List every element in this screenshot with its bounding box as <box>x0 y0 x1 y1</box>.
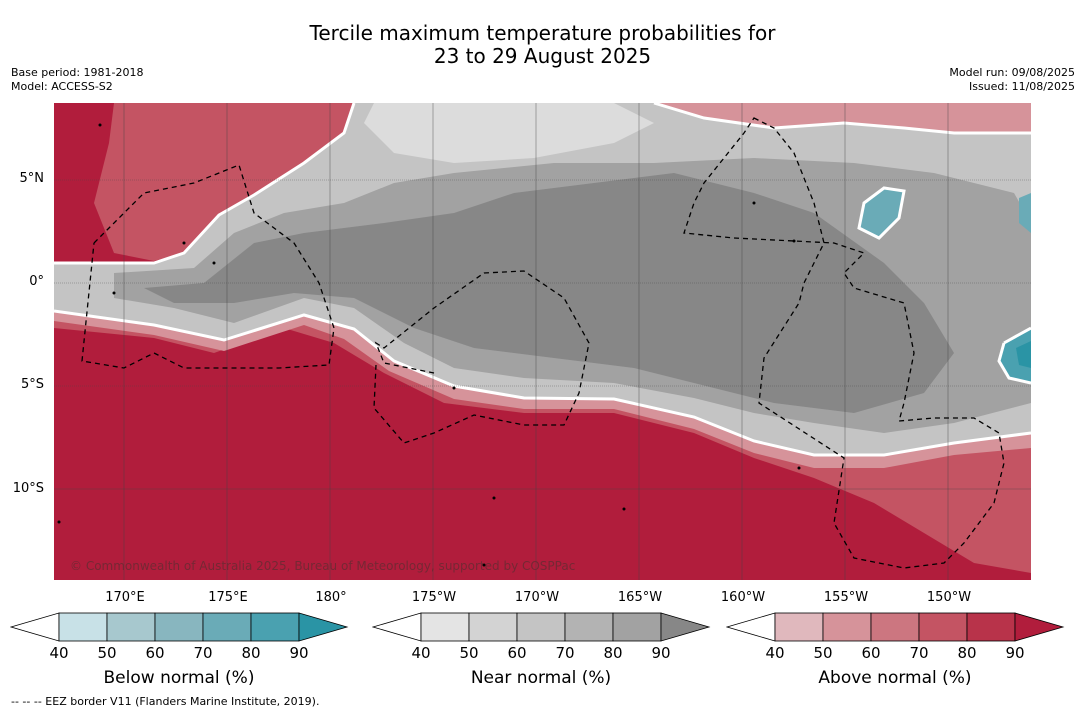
lon-label-175e: 175°E <box>208 590 248 605</box>
title-line-2: 23 to 29 August 2025 <box>433 44 652 68</box>
cbar-below-seg-1 <box>58 612 108 642</box>
lon-label-165w: 165°W <box>617 590 663 605</box>
cbar-above-tick: 60 <box>861 644 881 662</box>
region-near-dark <box>144 173 954 413</box>
region-above-north-east <box>654 103 1031 133</box>
region-above-north-west-light <box>94 103 354 261</box>
meta-right: Model run: 09/08/2025 Issued: 11/08/2025 <box>949 66 1075 94</box>
region-below-east-edge <box>1019 193 1031 233</box>
region-above-light-south <box>54 311 1031 468</box>
cbar-near-seg-1 <box>420 612 470 642</box>
issued-date: Issued: 11/08/2025 <box>968 80 1075 93</box>
cbar-near-tick: 70 <box>555 644 575 662</box>
copyright-notice: © Commonwealth of Australia 2025, Bureau… <box>70 559 576 573</box>
cbar-below-seg-0 <box>10 612 60 642</box>
cbar-near-seg-5 <box>612 612 662 642</box>
cbar-below-tick: 60 <box>145 644 165 662</box>
colorbar-near-normal <box>372 612 711 642</box>
cbar-above-seg-4 <box>918 612 968 642</box>
cbar-below-seg-4 <box>202 612 252 642</box>
graticule <box>54 103 1031 580</box>
region-below-east-north <box>859 188 904 238</box>
model-run: Model run: 09/08/2025 <box>949 66 1075 79</box>
lat-label-5s: 5°S <box>20 377 44 392</box>
islands <box>57 123 801 567</box>
lon-label-170e: 170°E <box>105 590 145 605</box>
cbar-below-tick: 70 <box>193 644 213 662</box>
meta-left: Base period: 1981-2018 Model: ACCESS-S2 <box>11 66 143 94</box>
lon-label-170w: 170°W <box>514 590 560 605</box>
cbar-above-tick: 70 <box>909 644 929 662</box>
lon-label-150w: 150°W <box>926 590 972 605</box>
lat-label-0: 0° <box>29 274 44 289</box>
lon-label-155w: 155°W <box>823 590 869 605</box>
cbar-near-seg-6 <box>660 612 711 642</box>
cbar-above-tick: 90 <box>1005 644 1025 662</box>
cbar-below-tick: 90 <box>289 644 309 662</box>
cbar-below-seg-2 <box>106 612 156 642</box>
region-below-east-south-core <box>1016 341 1031 368</box>
title-line-1: Tercile maximum temperature probabilitie… <box>309 21 776 45</box>
colorbar-above-normal <box>726 612 1065 642</box>
cbar-above-seg-3 <box>870 612 920 642</box>
cbar-above-tick: 50 <box>813 644 833 662</box>
colorbar-near-title: Near normal (%) <box>470 668 612 688</box>
eez-footnote: -- -- -- EEZ border V11 (Flanders Marine… <box>11 695 320 708</box>
region-near-pale <box>364 103 654 163</box>
map-panel <box>54 103 1031 580</box>
lat-label-10s: 10°S <box>12 481 44 496</box>
colorbar-above-title: Above normal (%) <box>818 668 972 688</box>
cbar-above-seg-0 <box>726 612 776 642</box>
cbar-below-tick: 40 <box>49 644 69 662</box>
cbar-near-seg-3 <box>516 612 566 642</box>
cbar-near-tick: 50 <box>459 644 479 662</box>
cbar-near-seg-0 <box>372 612 422 642</box>
lon-label-180: 180° <box>315 590 347 605</box>
cbar-below-tick: 50 <box>97 644 117 662</box>
cbar-above-seg-6 <box>1014 612 1065 642</box>
cbar-above-seg-2 <box>822 612 872 642</box>
colorbar-below-normal <box>10 612 349 642</box>
lon-label-175w: 175°W <box>411 590 457 605</box>
base-period: Base period: 1981-2018 <box>11 66 144 79</box>
cbar-below-seg-3 <box>154 612 204 642</box>
cbar-near-tick: 80 <box>603 644 623 662</box>
cbar-below-tick: 80 <box>241 644 261 662</box>
cbar-above-seg-1 <box>774 612 824 642</box>
cbar-near-tick: 40 <box>411 644 431 662</box>
cbar-below-seg-6 <box>298 612 349 642</box>
map-svg <box>54 103 1031 580</box>
tercile-contours <box>54 103 1031 457</box>
cbar-near-seg-4 <box>564 612 614 642</box>
cbar-above-tick: 40 <box>765 644 785 662</box>
cbar-below-seg-5 <box>250 612 300 642</box>
cbar-near-tick: 60 <box>507 644 527 662</box>
cbar-near-seg-2 <box>468 612 518 642</box>
cbar-above-seg-5 <box>966 612 1016 642</box>
model-name: Model: ACCESS-S2 <box>11 80 113 93</box>
lat-label-5n: 5°N <box>19 171 45 186</box>
lon-label-160w: 160°W <box>720 590 766 605</box>
eez-borders <box>81 117 1005 569</box>
chart-title: Tercile maximum temperature probabilitie… <box>0 22 1085 68</box>
colorbar-below-title: Below normal (%) <box>103 668 255 688</box>
cbar-near-tick: 90 <box>651 644 671 662</box>
cbar-above-tick: 80 <box>957 644 977 662</box>
